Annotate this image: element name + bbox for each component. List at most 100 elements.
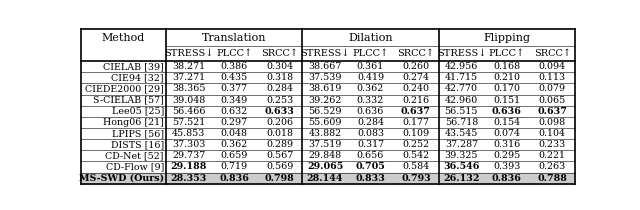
Text: 37.519: 37.519 xyxy=(308,140,342,149)
Text: PLCC↑: PLCC↑ xyxy=(353,49,388,58)
Text: 0.154: 0.154 xyxy=(493,118,520,127)
Text: 0.705: 0.705 xyxy=(356,163,385,171)
Text: SRCC↑: SRCC↑ xyxy=(397,49,435,58)
Text: 43.545: 43.545 xyxy=(445,129,478,138)
Text: PLCC↑: PLCC↑ xyxy=(489,49,525,58)
Text: 0.332: 0.332 xyxy=(357,96,384,105)
Text: 0.636: 0.636 xyxy=(356,107,384,116)
Text: 0.361: 0.361 xyxy=(357,62,384,71)
Text: Dilation: Dilation xyxy=(348,33,393,43)
Text: Lee05 [25]: Lee05 [25] xyxy=(111,107,164,116)
Text: 57.521: 57.521 xyxy=(172,118,205,127)
Text: 38.271: 38.271 xyxy=(172,62,205,71)
Text: 56.718: 56.718 xyxy=(445,118,478,127)
Text: S-CIELAB [57]: S-CIELAB [57] xyxy=(93,96,164,105)
Text: 0.304: 0.304 xyxy=(266,62,293,71)
Text: 0.206: 0.206 xyxy=(266,118,293,127)
Text: 0.419: 0.419 xyxy=(357,73,384,82)
Text: 38.365: 38.365 xyxy=(172,84,205,93)
Text: 43.882: 43.882 xyxy=(308,129,342,138)
Text: 0.637: 0.637 xyxy=(538,107,567,116)
Text: 26.132: 26.132 xyxy=(443,174,479,182)
Text: Hong06 [21]: Hong06 [21] xyxy=(103,118,164,127)
Text: 37.303: 37.303 xyxy=(172,140,205,149)
Text: 56.466: 56.466 xyxy=(172,107,205,116)
Text: MS-SWD (Ours): MS-SWD (Ours) xyxy=(79,174,164,182)
Text: 0.362: 0.362 xyxy=(357,84,384,93)
Text: STRESS↓: STRESS↓ xyxy=(164,49,213,58)
Text: 45.853: 45.853 xyxy=(172,129,205,138)
Text: LPIPS [56]: LPIPS [56] xyxy=(112,129,164,138)
Text: STRESS↓: STRESS↓ xyxy=(300,49,349,58)
Text: 0.377: 0.377 xyxy=(221,84,248,93)
Text: 0.079: 0.079 xyxy=(539,84,566,93)
Text: Method: Method xyxy=(102,33,145,43)
Text: 0.048: 0.048 xyxy=(221,129,248,138)
Text: 0.260: 0.260 xyxy=(403,62,429,71)
Text: 0.083: 0.083 xyxy=(357,129,384,138)
Text: 37.539: 37.539 xyxy=(308,73,342,82)
Text: 0.567: 0.567 xyxy=(266,151,293,160)
Text: 0.233: 0.233 xyxy=(539,140,566,149)
Text: 0.098: 0.098 xyxy=(539,118,566,127)
Text: 0.637: 0.637 xyxy=(401,107,431,116)
Text: 0.177: 0.177 xyxy=(403,118,429,127)
Text: 42.960: 42.960 xyxy=(445,96,478,105)
Text: 0.386: 0.386 xyxy=(221,62,248,71)
Text: SRCC↑: SRCC↑ xyxy=(261,49,298,58)
Text: 38.619: 38.619 xyxy=(308,84,342,93)
Text: CIE94 [32]: CIE94 [32] xyxy=(111,73,164,82)
Text: 0.719: 0.719 xyxy=(221,163,248,171)
Text: 0.018: 0.018 xyxy=(266,129,293,138)
Text: 0.636: 0.636 xyxy=(492,107,522,116)
Text: 0.393: 0.393 xyxy=(493,163,520,171)
Text: 0.297: 0.297 xyxy=(221,118,248,127)
Text: STRESS↓: STRESS↓ xyxy=(436,49,486,58)
Text: 42.770: 42.770 xyxy=(445,84,478,93)
Text: 0.253: 0.253 xyxy=(266,96,293,105)
Text: 0.833: 0.833 xyxy=(356,174,385,182)
Text: 0.836: 0.836 xyxy=(492,174,522,182)
Text: 39.048: 39.048 xyxy=(172,96,205,105)
Text: 0.659: 0.659 xyxy=(220,151,248,160)
Text: 0.284: 0.284 xyxy=(266,84,293,93)
Text: 0.633: 0.633 xyxy=(265,107,294,116)
Text: 29.065: 29.065 xyxy=(307,163,343,171)
Text: 41.715: 41.715 xyxy=(445,73,478,82)
Text: 28.353: 28.353 xyxy=(170,174,207,182)
Text: CD-Flow [9]: CD-Flow [9] xyxy=(106,163,164,171)
Text: 0.104: 0.104 xyxy=(539,129,566,138)
Text: 0.263: 0.263 xyxy=(539,163,566,171)
Text: 55.609: 55.609 xyxy=(308,118,342,127)
Text: 39.325: 39.325 xyxy=(445,151,478,160)
Text: 0.317: 0.317 xyxy=(357,140,384,149)
Text: CD-Net [52]: CD-Net [52] xyxy=(106,151,164,160)
Text: 37.287: 37.287 xyxy=(445,140,478,149)
Text: 0.349: 0.349 xyxy=(221,96,248,105)
Text: 0.569: 0.569 xyxy=(266,163,293,171)
Text: CIELAB [39]: CIELAB [39] xyxy=(103,62,164,71)
Text: 0.793: 0.793 xyxy=(401,174,431,182)
Text: PLCC↑: PLCC↑ xyxy=(216,49,252,58)
Text: 0.151: 0.151 xyxy=(493,96,520,105)
Text: 39.262: 39.262 xyxy=(308,96,342,105)
Text: 0.109: 0.109 xyxy=(403,129,429,138)
Text: 0.788: 0.788 xyxy=(538,174,567,182)
Text: 0.065: 0.065 xyxy=(539,96,566,105)
Bar xyxy=(81,173,575,184)
Text: 56.529: 56.529 xyxy=(308,107,342,116)
Text: 0.542: 0.542 xyxy=(403,151,429,160)
Text: CIEDE2000 [29]: CIEDE2000 [29] xyxy=(85,84,164,93)
Text: 0.113: 0.113 xyxy=(539,73,566,82)
Text: 29.188: 29.188 xyxy=(170,163,207,171)
Text: 0.252: 0.252 xyxy=(403,140,429,149)
Text: 36.546: 36.546 xyxy=(443,163,479,171)
Text: 28.144: 28.144 xyxy=(307,174,343,182)
Text: 0.295: 0.295 xyxy=(493,151,520,160)
Text: 0.074: 0.074 xyxy=(493,129,520,138)
Text: Flipping: Flipping xyxy=(483,33,531,43)
Text: 0.168: 0.168 xyxy=(493,62,520,71)
Text: 0.584: 0.584 xyxy=(403,163,429,171)
Text: 0.798: 0.798 xyxy=(265,174,294,182)
Text: 0.435: 0.435 xyxy=(221,73,248,82)
